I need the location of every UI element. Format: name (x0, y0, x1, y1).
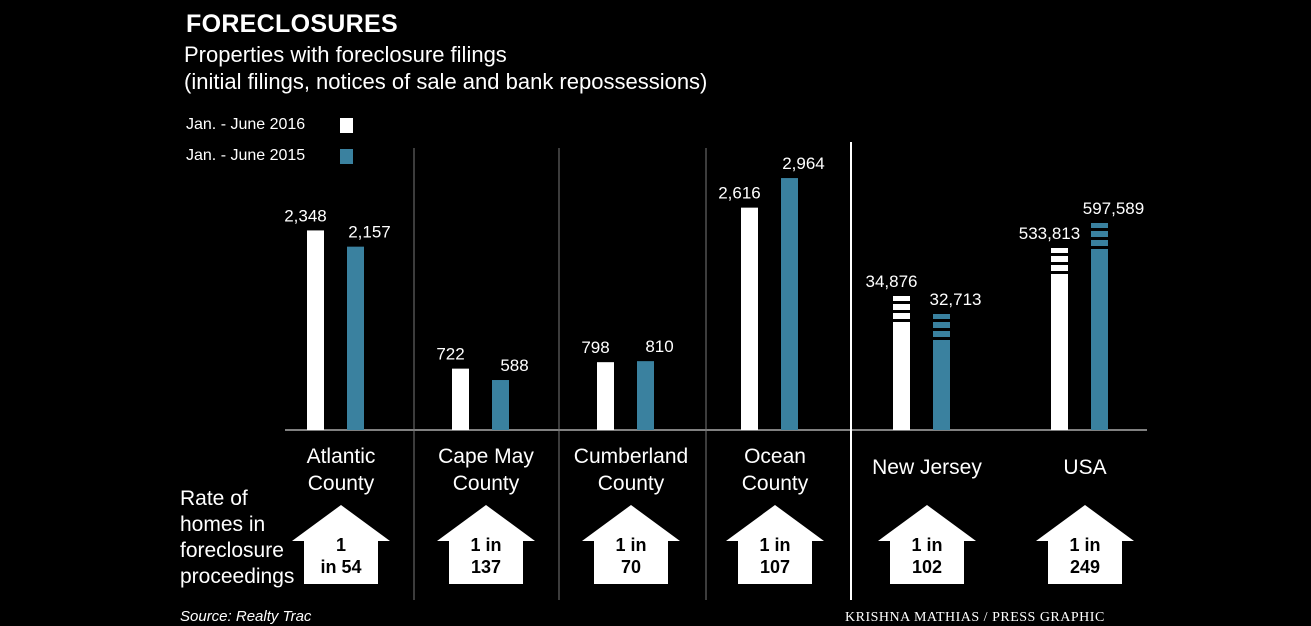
bar-ocean-county-2016 (741, 207, 758, 430)
data-label-cape-may-county-2015: 588 (500, 356, 528, 375)
category-label-cape-may-county-line-1: Cape May (438, 445, 534, 468)
bar-atlantic-county-2015 (347, 246, 364, 430)
bar-usa-2015 (1091, 223, 1108, 430)
category-label-atlantic-county-line-1: Atlantic (307, 445, 376, 468)
bar-break-stripe-usa-2016-2 (1051, 262, 1068, 265)
data-label-new-jersey-2015: 32,713 (930, 290, 982, 309)
bar-cape-may-county-2015 (492, 380, 509, 430)
rate-text-atlantic-county-line-2: in 54 (320, 557, 361, 577)
rate-text-cumberland-county-line-2: 70 (621, 557, 641, 577)
rate-text-cape-may-county-line-1: 1 in (470, 535, 501, 555)
bar-break-stripe-usa-2015-1 (1091, 228, 1108, 231)
chart-title: FORECLOSURES (186, 10, 398, 38)
rate-text-atlantic-county-line-1: 1 (336, 535, 346, 555)
rate-text-ocean-county-line-2: 107 (760, 557, 790, 577)
rate-text-cumberland-county-line-1: 1 in (615, 535, 646, 555)
bar-new-jersey-2015 (933, 314, 950, 430)
category-label-cape-may-county-line-2: County (453, 472, 520, 495)
data-label-ocean-county-2015: 2,964 (782, 154, 825, 173)
bar-cumberland-county-2016 (597, 362, 614, 430)
rate-text-ocean-county-line-1: 1 in (759, 535, 790, 555)
bar-cape-may-county-2016 (452, 368, 469, 430)
legend-swatch-2016 (340, 118, 353, 133)
source-note: Source: Realty Trac (180, 608, 312, 625)
category-label-atlantic-county-line-2: County (308, 472, 375, 495)
bar-cumberland-county-2015 (637, 361, 654, 430)
house-icon-cape-may-county (437, 505, 535, 584)
rate-text-new-jersey-line-1: 1 in (911, 535, 942, 555)
graphic-credit: KRISHNA MATHIAS / PRESS GRAPHIC (845, 610, 1105, 625)
legend-label-2016: Jan. - June 2016 (186, 116, 306, 133)
bar-ocean-county-2015 (781, 178, 798, 430)
house-icon-usa (1036, 505, 1134, 584)
house-icon-new-jersey (878, 505, 976, 584)
bar-usa-2016 (1051, 248, 1068, 430)
bar-break-stripe-new-jersey-2015-2 (933, 328, 950, 331)
category-label-cumberland-county-line-1: Cumberland (574, 445, 688, 468)
chart-subtitle-line-1: Properties with foreclosure filings (184, 42, 507, 67)
bar-break-stripe-new-jersey-2016-3 (893, 319, 910, 322)
data-label-cumberland-county-2015: 810 (645, 337, 673, 356)
bar-break-stripe-new-jersey-2015-1 (933, 319, 950, 322)
data-label-usa-2016: 533,813 (1019, 224, 1080, 243)
rate-text-cape-may-county-line-2: 137 (471, 557, 501, 577)
bar-break-stripe-usa-2015-2 (1091, 237, 1108, 240)
category-label-usa-line-1: USA (1063, 456, 1106, 479)
bar-break-stripe-new-jersey-2016-2 (893, 310, 910, 313)
legend-swatch-2015 (340, 149, 353, 164)
bar-break-stripe-new-jersey-2015-3 (933, 337, 950, 340)
category-label-ocean-county-line-2: County (742, 472, 809, 495)
data-label-ocean-county-2016: 2,616 (718, 184, 761, 203)
rate-label-line-2: homes in (180, 513, 266, 536)
bar-break-stripe-new-jersey-2016-1 (893, 301, 910, 304)
data-label-atlantic-county-2016: 2,348 (284, 206, 327, 225)
category-label-cumberland-county-line-2: County (598, 472, 665, 495)
bar-break-stripe-usa-2016-1 (1051, 253, 1068, 256)
rate-text-usa-line-2: 249 (1070, 557, 1100, 577)
house-icon-ocean-county (726, 505, 824, 584)
rate-label-line-3: foreclosure (180, 539, 284, 562)
data-label-atlantic-county-2015: 2,157 (348, 223, 391, 242)
rate-text-new-jersey-line-2: 102 (912, 557, 942, 577)
house-icon-cumberland-county (582, 505, 680, 584)
data-label-usa-2015: 597,589 (1083, 199, 1144, 218)
category-label-ocean-county-line-1: Ocean (744, 445, 806, 468)
rate-label-line-4: proceedings (180, 565, 295, 588)
rate-text-usa-line-1: 1 in (1069, 535, 1100, 555)
bar-atlantic-county-2016 (307, 230, 324, 430)
rate-label-line-1: Rate of (180, 487, 248, 510)
data-label-cumberland-county-2016: 798 (581, 338, 609, 357)
bar-break-stripe-usa-2016-3 (1051, 271, 1068, 274)
house-icon-atlantic-county (292, 505, 390, 584)
chart-subtitle-line-2: (initial filings, notices of sale and ba… (184, 69, 708, 94)
category-label-new-jersey-line-1: New Jersey (872, 456, 982, 479)
data-label-new-jersey-2016: 34,876 (866, 272, 918, 291)
bar-break-stripe-usa-2015-3 (1091, 246, 1108, 249)
data-label-cape-may-county-2016: 722 (436, 345, 464, 364)
bar-new-jersey-2016 (893, 296, 910, 430)
legend-label-2015: Jan. - June 2015 (186, 147, 306, 164)
